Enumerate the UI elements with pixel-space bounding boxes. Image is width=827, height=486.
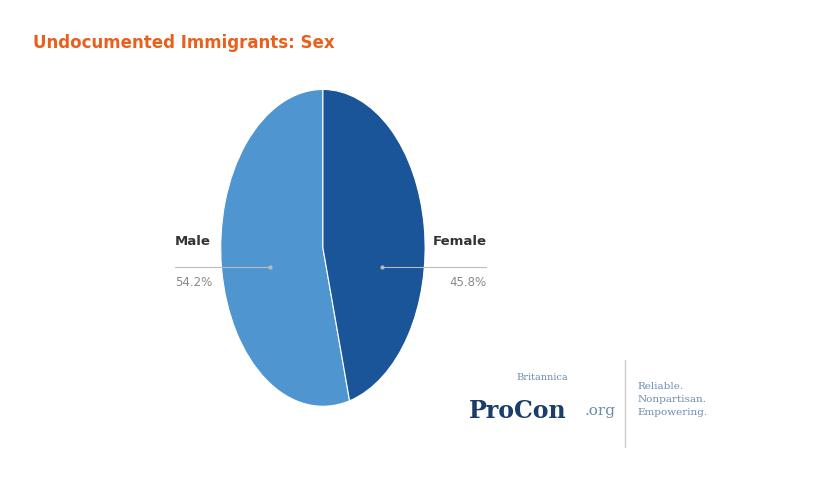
Text: Undocumented Immigrants: Sex: Undocumented Immigrants: Sex: [33, 34, 334, 52]
Wedge shape: [323, 89, 424, 401]
Text: Britannica: Britannica: [516, 372, 567, 382]
Text: 45.8%: 45.8%: [449, 277, 485, 289]
Wedge shape: [221, 89, 349, 406]
Text: Female: Female: [432, 235, 485, 248]
Text: Male: Male: [174, 235, 210, 248]
Text: 54.2%: 54.2%: [174, 277, 212, 289]
Text: Reliable.
Nonpartisan.
Empowering.: Reliable. Nonpartisan. Empowering.: [637, 382, 707, 417]
Text: ProCon: ProCon: [468, 399, 566, 423]
Text: .org: .org: [584, 404, 615, 417]
